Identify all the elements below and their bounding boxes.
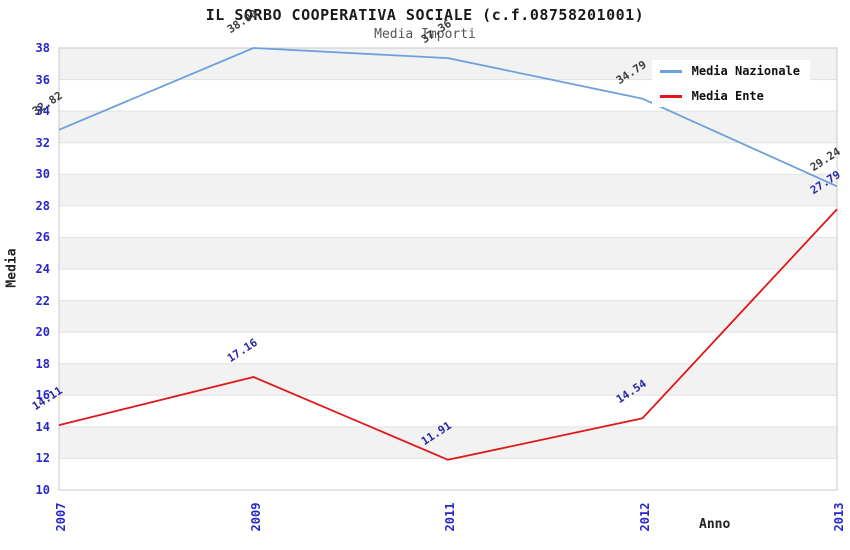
x-tick-label: 2009 [248,502,263,532]
grid-band [59,269,837,301]
y-tick-label: 36 [35,72,50,87]
grid-band [59,426,837,459]
grid-band [59,300,837,333]
y-tick-label: 16 [35,388,50,403]
x-tick-label: 2011 [443,502,457,532]
legend-entry-media-ente: Media Ente [651,85,774,107]
x-tick-label: 2013 [832,502,846,532]
grid-band [59,332,837,364]
legend-entry-media-nazionale: Media Nazionale [651,60,810,82]
y-tick-label: 34 [35,104,50,119]
series-line-media-nazionale [58,47,838,188]
grid-band [59,142,837,175]
legend-line-swatch [659,69,682,73]
y-tick-label: 14 [35,419,50,434]
y-tick-label: 22 [35,293,50,308]
plot-border [58,47,838,491]
y-tick-label: 28 [35,198,50,213]
x-tick-label: 2012 [637,502,652,532]
y-tick-label: 32 [35,135,50,150]
grid-band [59,237,837,269]
x-tick-label: 2007 [54,502,68,532]
y-axis-title: Media [4,248,20,288]
legend: Media Nazionale Media Ente [651,60,810,107]
y-tick-label: 20 [35,325,50,340]
grid-band [59,458,837,490]
legend-label: Media Nazionale [691,64,800,78]
y-tick-label: 12 [35,451,50,466]
grid-band [59,395,837,427]
grid-band [59,111,837,143]
grid-band [59,363,837,396]
series-line-media-ente [58,208,838,461]
grid-band [59,205,837,238]
y-tick-label: 30 [35,167,50,182]
grid-band [59,174,837,206]
y-tick-label: 10 [35,483,50,497]
x-axis-title: Anno [699,517,731,532]
y-tick-label: 38 [35,41,50,55]
y-tick-label: 26 [35,230,50,245]
legend-line-swatch [659,94,682,98]
chart-subtitle: Media Importi [374,27,476,42]
y-tick-label: 18 [35,356,50,371]
chart-title: IL SORBO COOPERATIVA SOCIALE (c.f.087582… [205,6,645,24]
legend-label: Media Ente [691,89,764,103]
y-tick-label: 24 [35,262,50,276]
